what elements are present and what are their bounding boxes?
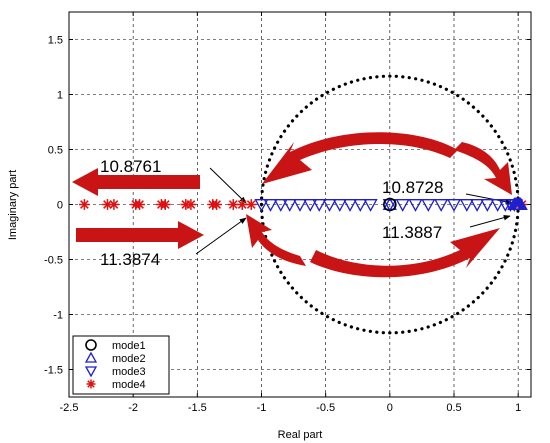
mode3-point [408, 199, 423, 212]
x-tick-label: 1 [515, 402, 521, 414]
mode3-point [434, 199, 449, 212]
curved-arrow-lower-left-icon [246, 214, 306, 266]
mode4-point [245, 199, 257, 210]
x-axis-ticks: -2.5 -2 -1.5 -1 -0.5 0 0.5 1 [60, 12, 521, 414]
legend-label-mode1: mode1 [112, 340, 146, 352]
mode3-point [263, 199, 278, 212]
legend: mode1 mode2 mode3 mode4 [72, 335, 170, 395]
mode3-point [342, 199, 358, 212]
big-arrow-right-icon [76, 221, 204, 249]
annotation-label-2: 11.3874 [100, 250, 160, 269]
mode3-point [332, 199, 347, 212]
mode3-point [490, 199, 505, 212]
direction-arrows [72, 132, 512, 278]
curved-arrow-upper-left-icon [262, 132, 458, 184]
data-points [79, 197, 528, 212]
y-tick-label: 1 [57, 90, 63, 102]
y-tick-label: -0.5 [44, 255, 63, 267]
y-tick-label: 0.5 [48, 145, 63, 157]
mode3-point [469, 199, 485, 212]
y-axis-ticks: -1.5 -1 -0.5 0 0.5 1 1.5 [44, 35, 531, 377]
mode3-point [322, 199, 337, 212]
curved-arrow-lower-right-icon [310, 228, 500, 278]
x-tick-label: -1.5 [188, 402, 207, 414]
mode3-point [480, 199, 495, 212]
legend-markers [84, 339, 98, 389]
x-axis-label: Real part [278, 429, 323, 441]
annotation-label-3: 10.8728 [382, 178, 443, 197]
x-tick-label: -0.5 [316, 402, 335, 414]
legend-marker-mode1 [85, 339, 97, 351]
annotation-pointers [195, 167, 513, 255]
mode3-point [292, 199, 308, 212]
mode4-point [108, 199, 120, 210]
mode2-point [382, 197, 397, 210]
x-tick-label: -2 [128, 402, 138, 414]
mode3-point [353, 199, 368, 212]
y-tick-label: 0 [57, 200, 63, 212]
mode2-point [513, 197, 528, 210]
x-tick-label: -2.5 [60, 402, 79, 414]
mode4-point [134, 199, 145, 210]
legend-label-mode2: mode2 [112, 353, 146, 365]
mode3-point [459, 199, 474, 212]
mode3-point [446, 199, 462, 212]
mode3-point [273, 199, 288, 212]
mode3-point [395, 199, 410, 212]
legend-marker-mode2 [84, 351, 98, 363]
mode3-point [303, 199, 318, 212]
y-axis-label: Imaginary part [7, 170, 19, 240]
curved-arrow-upper-right-icon [454, 142, 512, 195]
mode4-point [102, 199, 113, 210]
mode4-point [159, 199, 171, 210]
annotation-label-4: 11.3887 [382, 223, 442, 242]
annotation-label-1: 10.8761 [100, 157, 161, 176]
mode3-point [312, 199, 327, 212]
big-arrow-left-icon [72, 168, 200, 196]
x-tick-label: 0.5 [446, 402, 461, 414]
legend-marker-mode3 [84, 366, 98, 378]
y-tick-label: -1 [53, 310, 63, 322]
x-tick-label: 0 [387, 402, 393, 414]
y-tick-label: 1.5 [48, 35, 63, 47]
mode4-point [211, 199, 222, 210]
legend-label-mode3: mode3 [112, 366, 146, 378]
legend-label-mode4: mode4 [112, 379, 146, 391]
mode3-point [282, 199, 297, 212]
mode3-point [363, 199, 378, 212]
mode4-point [79, 199, 90, 210]
mode3-point [421, 199, 436, 212]
x-tick-label: -1 [257, 402, 267, 414]
legend-marker-mode4 [86, 379, 96, 389]
mode4-point [185, 199, 197, 210]
mode3-point [254, 199, 269, 212]
mode1-point [383, 197, 397, 212]
y-tick-label: -1.5 [44, 365, 63, 377]
